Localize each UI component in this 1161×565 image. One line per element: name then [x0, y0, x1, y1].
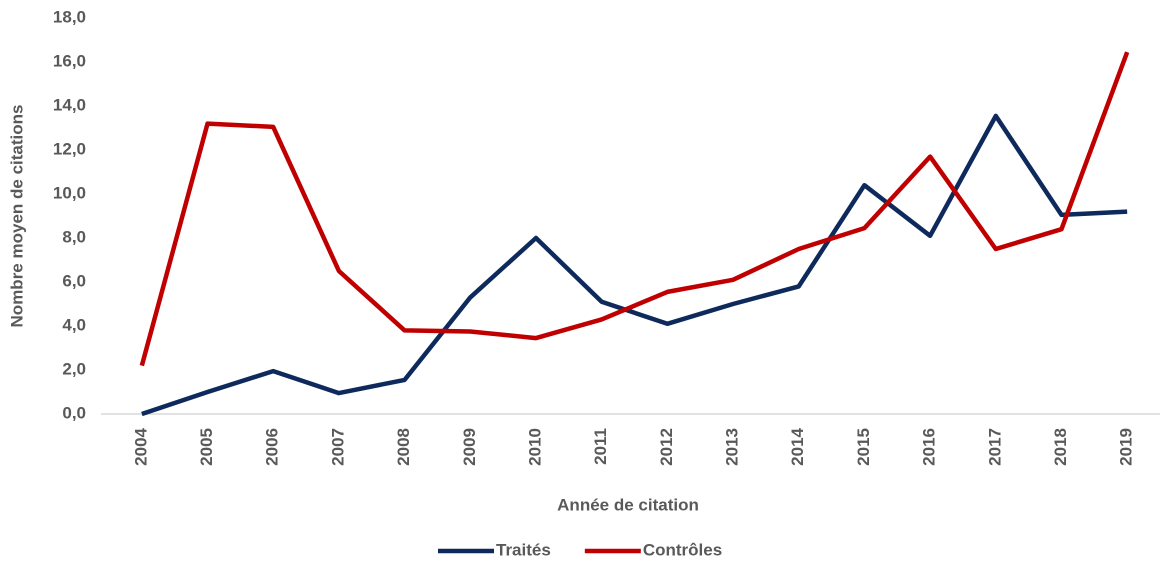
x-tick-label: 2013 — [723, 428, 742, 466]
legend-label: Contrôles — [643, 540, 722, 559]
y-tick-label: 10,0 — [53, 183, 86, 202]
x-tick-label: 2004 — [131, 427, 150, 465]
x-tick-label: 2016 — [920, 428, 939, 466]
x-tick-label: 2006 — [263, 428, 282, 466]
y-tick-label: 4,0 — [62, 315, 86, 334]
y-tick-label: 16,0 — [53, 51, 86, 70]
x-tick-label: 2007 — [328, 428, 347, 466]
x-tick-label: 2011 — [591, 428, 610, 465]
line-series — [139, 51, 1130, 367]
x-tick-label: 2019 — [1117, 428, 1136, 466]
x-tick-label: 2005 — [197, 428, 216, 466]
x-axis-label: Année de citation — [557, 495, 699, 514]
x-tick-label: 2018 — [1051, 428, 1070, 466]
x-tick-label: 2012 — [657, 428, 676, 466]
y-tick-label: 2,0 — [62, 359, 86, 378]
line-series — [141, 113, 1128, 417]
x-tick-label: 2010 — [525, 428, 544, 466]
y-tick-label: 18,0 — [53, 7, 86, 26]
y-axis-label: Nombre moyen de citations — [7, 105, 26, 328]
y-tick-label: 12,0 — [53, 139, 86, 158]
y-tick-label: 8,0 — [62, 227, 86, 246]
y-tick-label: 0,0 — [62, 403, 86, 422]
x-tick-label: 2017 — [985, 428, 1004, 466]
y-tick-label: 6,0 — [62, 271, 86, 290]
x-tick-label: 2009 — [460, 428, 479, 466]
y-tick-label: 14,0 — [53, 95, 86, 114]
x-tick-label: 2015 — [854, 428, 873, 466]
x-tick-label: 2008 — [394, 428, 413, 466]
x-tick-label: 2014 — [788, 427, 807, 465]
legend-label: Traités — [496, 540, 551, 559]
